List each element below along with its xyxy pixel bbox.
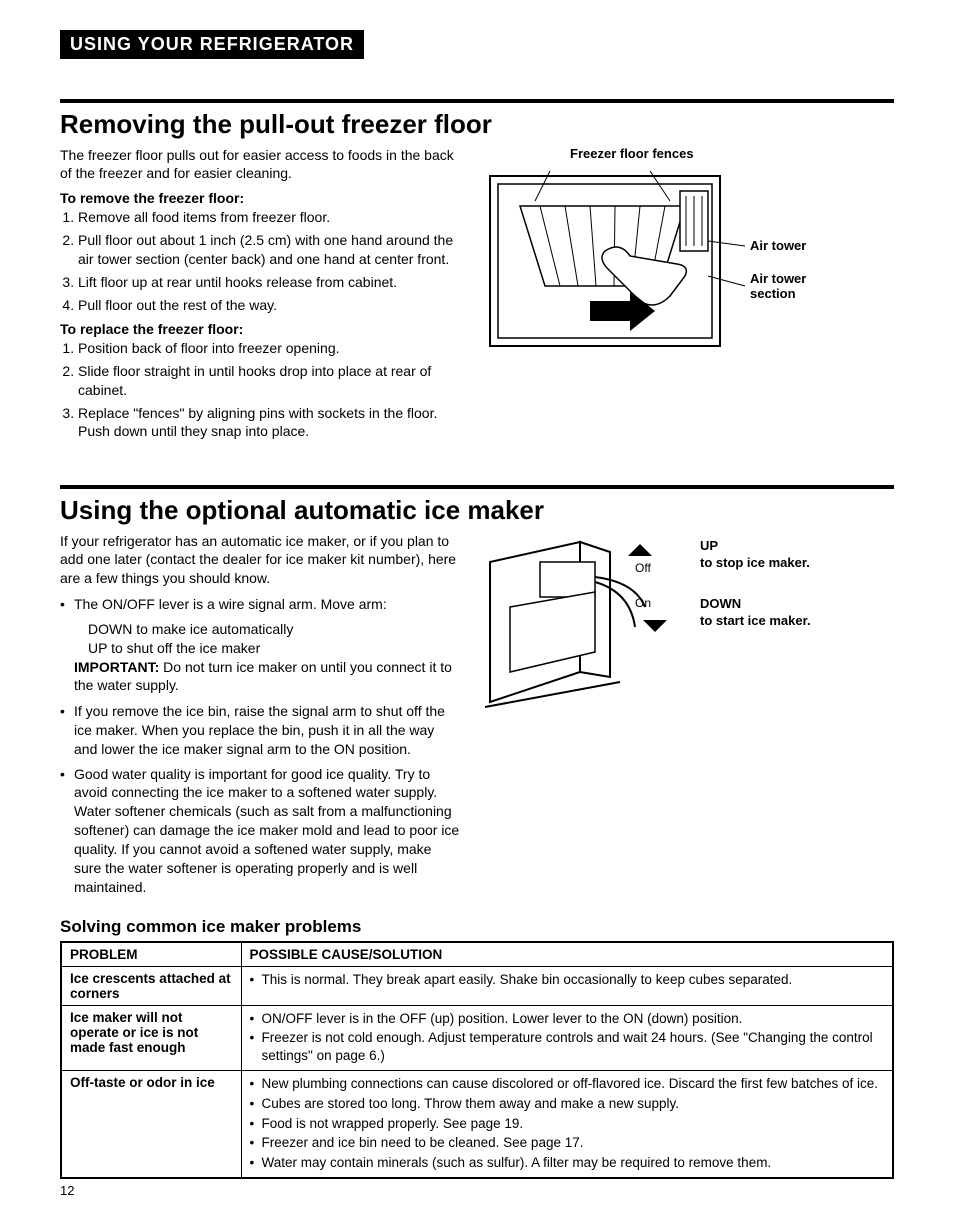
ice-maker-svg: Off On: [480, 532, 690, 722]
list-item: Remove all food items from freezer floor…: [78, 208, 460, 227]
section2-bullets-2: If you remove the ice bin, raise the sig…: [60, 702, 460, 897]
diagram-label-airtower-section: Air tower section: [750, 271, 830, 301]
list-item: Freezer is not cold enough. Adjust tempe…: [250, 1029, 885, 1064]
section1-columns: The freezer floor pulls out for easier a…: [60, 146, 894, 445]
problem-cell: Ice crescents attached at corners: [61, 966, 241, 1005]
down-text: to start ice maker.: [700, 613, 811, 628]
solution-cell: New plumbing connections can cause disco…: [241, 1071, 893, 1178]
table-header: POSSIBLE CAUSE/SOLUTION: [241, 942, 893, 967]
table-row: Ice crescents attached at corners This i…: [61, 966, 893, 1005]
remove-heading: To remove the freezer floor:: [60, 190, 460, 206]
list-item: This is normal. They break apart easily.…: [250, 971, 885, 989]
list-item: Replace "fences" by aligning pins with s…: [78, 404, 460, 442]
list-item: Lift floor up at rear until hooks releas…: [78, 273, 460, 292]
list-item: Pull floor out the rest of the way.: [78, 296, 460, 315]
table-row: Ice maker will not operate or ice is not…: [61, 1005, 893, 1071]
page-header-bar: USING YOUR REFRIGERATOR: [60, 30, 364, 59]
important-note: IMPORTANT: Do not turn ice maker on unti…: [60, 658, 460, 694]
up-text: to stop ice maker.: [700, 555, 810, 570]
section2-columns: If your refrigerator has an automatic ic…: [60, 532, 894, 903]
list-item: Pull floor out about 1 inch (2.5 cm) wit…: [78, 231, 460, 269]
problem-cell: Ice maker will not operate or ice is not…: [61, 1005, 241, 1071]
problem-cell: Off-taste or odor in ice: [61, 1071, 241, 1178]
section2-title: Using the optional automatic ice maker: [60, 495, 894, 526]
indent-line: UP to shut off the ice maker: [60, 639, 460, 658]
section1-diagram-col: Freezer floor fences: [480, 146, 894, 445]
table-header-row: PROBLEM POSSIBLE CAUSE/SOLUTION: [61, 942, 893, 967]
section2-text-col: If your refrigerator has an automatic ic…: [60, 532, 460, 903]
ice-maker-diagram: Off On UP to stop ice maker. DOWN to sta…: [480, 532, 894, 722]
divider: [60, 485, 894, 489]
solution-cell: ON/OFF lever is in the OFF (up) position…: [241, 1005, 893, 1071]
problems-table: PROBLEM POSSIBLE CAUSE/SOLUTION Ice cres…: [60, 941, 894, 1179]
table-header: PROBLEM: [61, 942, 241, 967]
section1-title: Removing the pull-out freezer floor: [60, 109, 894, 140]
remove-steps: Remove all food items from freezer floor…: [60, 208, 460, 314]
divider: [60, 99, 894, 103]
list-item: New plumbing connections can cause disco…: [250, 1075, 885, 1093]
list-item: Water may contain minerals (such as sulf…: [250, 1154, 885, 1172]
section2-diagram-col: Off On UP to stop ice maker. DOWN to sta…: [480, 532, 894, 903]
diagram-label-airtower: Air tower: [750, 238, 806, 253]
on-label: On: [635, 596, 651, 610]
replace-heading: To replace the freezer floor:: [60, 321, 460, 337]
list-item: Cubes are stored too long. Throw them aw…: [250, 1095, 885, 1113]
list-item: The ON/OFF lever is a wire signal arm. M…: [60, 595, 460, 614]
freezer-floor-diagram: Freezer floor fences: [480, 146, 894, 356]
important-label: IMPORTANT:: [74, 659, 159, 675]
up-label: UP: [700, 538, 718, 553]
list-item: If you remove the ice bin, raise the sig…: [60, 702, 460, 759]
section2-bullets-1: The ON/OFF lever is a wire signal arm. M…: [60, 595, 460, 614]
indent-line: DOWN to make ice automatically: [60, 620, 460, 639]
table-row: Off-taste or odor in ice New plumbing co…: [61, 1071, 893, 1178]
list-item: Food is not wrapped properly. See page 1…: [250, 1115, 885, 1133]
off-label: Off: [635, 561, 651, 575]
diagram-label-fences: Freezer floor fences: [570, 146, 694, 161]
section1-intro: The freezer floor pulls out for easier a…: [60, 146, 460, 182]
section1-text-col: The freezer floor pulls out for easier a…: [60, 146, 460, 445]
page-number: 12: [60, 1183, 894, 1198]
list-item: ON/OFF lever is in the OFF (up) position…: [250, 1010, 885, 1028]
list-item: Position back of floor into freezer open…: [78, 339, 460, 358]
section2-intro: If your refrigerator has an automatic ic…: [60, 532, 460, 587]
replace-steps: Position back of floor into freezer open…: [60, 339, 460, 441]
list-item: Good water quality is important for good…: [60, 765, 460, 897]
ice-maker-labels: UP to stop ice maker. DOWN to start ice …: [700, 532, 811, 630]
list-item: Freezer and ice bin need to be cleaned. …: [250, 1134, 885, 1152]
solution-cell: This is normal. They break apart easily.…: [241, 966, 893, 1005]
down-label: DOWN: [700, 596, 741, 611]
list-item: Slide floor straight in until hooks drop…: [78, 362, 460, 400]
subsection-title: Solving common ice maker problems: [60, 917, 894, 937]
